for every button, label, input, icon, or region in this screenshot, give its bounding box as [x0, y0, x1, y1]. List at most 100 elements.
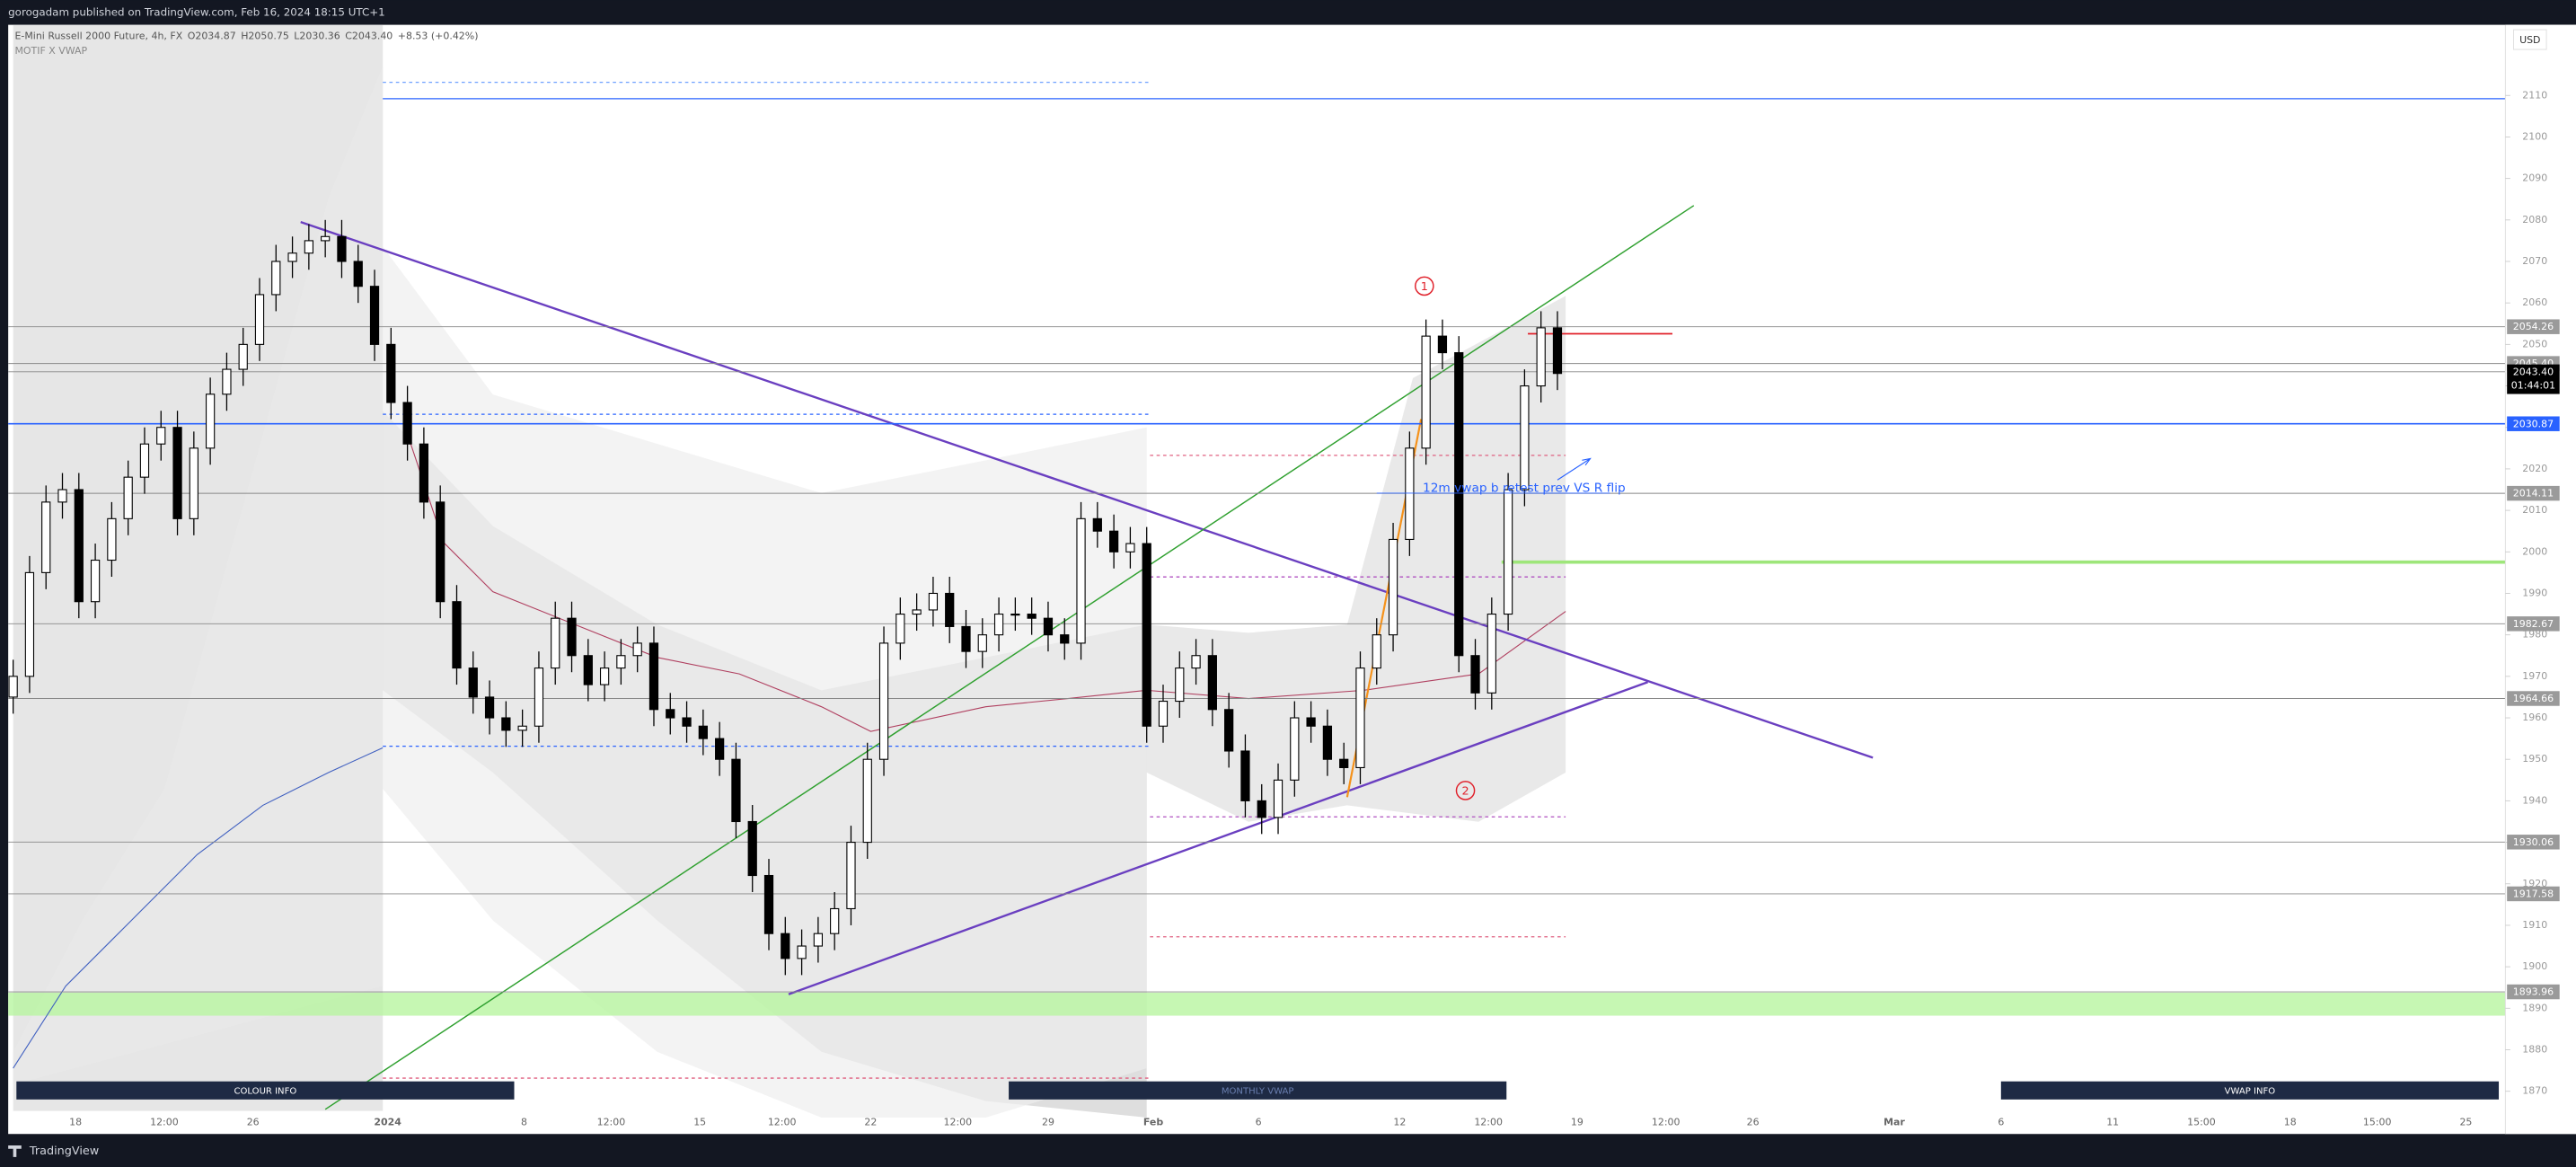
symbol-legend: E-Mini Russell 2000 Future, 4h, FX O2034.… [14, 30, 478, 41]
time-label: 6 [1256, 1116, 1262, 1127]
candle-body [206, 393, 216, 449]
candle-body [928, 592, 939, 611]
button-label: COLOUR INFO [234, 1087, 297, 1097]
time-label: 12 [1393, 1116, 1406, 1127]
candle-body [567, 617, 577, 657]
candle-body [238, 343, 248, 370]
candle-body [912, 609, 922, 615]
demand-zone [8, 992, 2506, 1016]
publisher: gorogadam published on TradingView.com, … [8, 5, 385, 18]
candle-body [1108, 530, 1119, 553]
candle-body [1339, 758, 1349, 768]
candle-body [1175, 667, 1185, 703]
candle-body [304, 240, 313, 254]
candle-body [945, 592, 955, 627]
candle-body [484, 696, 495, 719]
price-tick-label: 2010 [2522, 504, 2547, 516]
candles [8, 219, 1563, 976]
legend-item: O2034.87 [188, 30, 236, 41]
candle-body [616, 655, 626, 669]
candle-body [993, 614, 1004, 636]
candle-body [172, 427, 182, 519]
candle-body [468, 667, 478, 698]
price-tag-label: 1930.06 [2513, 836, 2554, 848]
candle-body [1290, 717, 1300, 781]
time-label: 12:00 [1474, 1116, 1503, 1127]
price-axis-labels: 1870188018901900191019201930194019501960… [2505, 89, 2560, 1097]
time-label: 12:00 [768, 1116, 797, 1127]
time-label: Mar [1883, 1116, 1905, 1127]
candle-body [321, 235, 331, 242]
candle-body [139, 443, 150, 478]
candle-body [878, 642, 889, 760]
candle-body [830, 907, 840, 934]
monthly-vwap-button[interactable] [1009, 1081, 1507, 1100]
price-tag-label: 2030.87 [2513, 418, 2554, 429]
price-tick-label: 1980 [2522, 629, 2547, 641]
candle-body [1306, 717, 1316, 727]
price-tick-label: 1920 [2522, 878, 2547, 889]
price-axis [2505, 24, 2576, 1135]
price-tag [2507, 319, 2560, 334]
candle-body [747, 820, 757, 877]
price-tag-label: 2043.40 [2513, 366, 2554, 377]
candle-body [1142, 543, 1151, 727]
price-tag-label: 2054.26 [2513, 321, 2554, 332]
candle-body [222, 368, 232, 395]
trend-line [324, 205, 1695, 1110]
button-label: VWAP INFO [2225, 1087, 2276, 1097]
colour-info-button[interactable] [16, 1081, 515, 1100]
price-tag [2507, 835, 2560, 850]
candle-body [402, 402, 412, 445]
candle-body [1405, 447, 1415, 540]
candle-body [599, 667, 610, 685]
price-tick-label: 1910 [2522, 919, 2547, 931]
candle-body [1536, 327, 1546, 387]
brand-logo [8, 1145, 22, 1157]
candle-body [583, 655, 593, 685]
price-tick-label: 2000 [2522, 545, 2547, 557]
price-tag-label: 1917.58 [2513, 888, 2554, 899]
time-label: 25 [2459, 1116, 2472, 1127]
vwap-band-outer [383, 246, 1147, 1118]
candle-body [862, 758, 872, 844]
price-tick-label: 1880 [2522, 1044, 2547, 1056]
price-tag [2507, 485, 2560, 501]
price-tick-label: 1970 [2522, 670, 2547, 682]
price-tag-label: 1893.96 [2513, 986, 2554, 998]
candle-body [353, 261, 363, 287]
candle-body [123, 476, 133, 519]
candle-body [1224, 709, 1234, 752]
candle-body [977, 634, 987, 652]
price-tick-label: 1940 [2522, 794, 2547, 806]
candle-body [1257, 800, 1266, 818]
price-tag-label: 2014.11 [2513, 488, 2554, 500]
legend-item: +8.53 (+0.42%) [398, 30, 479, 41]
time-label: 29 [1042, 1116, 1054, 1127]
price-tag [2507, 416, 2560, 431]
vwap-info-button[interactable] [2000, 1081, 2500, 1100]
candle-body [189, 447, 198, 519]
time-label: 18 [69, 1116, 82, 1127]
time-label: 26 [1747, 1116, 1760, 1127]
annotation: 12m vwap b retest prev VS R flip [1423, 481, 1626, 495]
price-tag-label: 1982.67 [2513, 618, 2554, 630]
candle-body [1191, 655, 1201, 669]
price-tick-label: 2020 [2522, 463, 2547, 474]
time-label: Feb [1143, 1116, 1163, 1127]
candle-body [254, 294, 265, 345]
trend-line [300, 220, 1874, 759]
legend-item: H2050.75 [241, 30, 289, 41]
price-tick-label: 2070 [2522, 255, 2547, 267]
candle-body [1355, 667, 1365, 768]
candle-body [74, 489, 84, 603]
price-tick-label: 1890 [2522, 1002, 2547, 1013]
price-tick-label: 2050 [2522, 338, 2547, 349]
legend-item: E-Mini Russell 2000 Future, 4h, FX [14, 30, 182, 41]
marker-label: 1 [1421, 280, 1428, 294]
price-tag [2507, 616, 2560, 632]
price-tick-label: 2090 [2522, 172, 2547, 184]
price-tick-label: 1950 [2522, 753, 2547, 765]
currency-button[interactable] [2513, 29, 2547, 50]
